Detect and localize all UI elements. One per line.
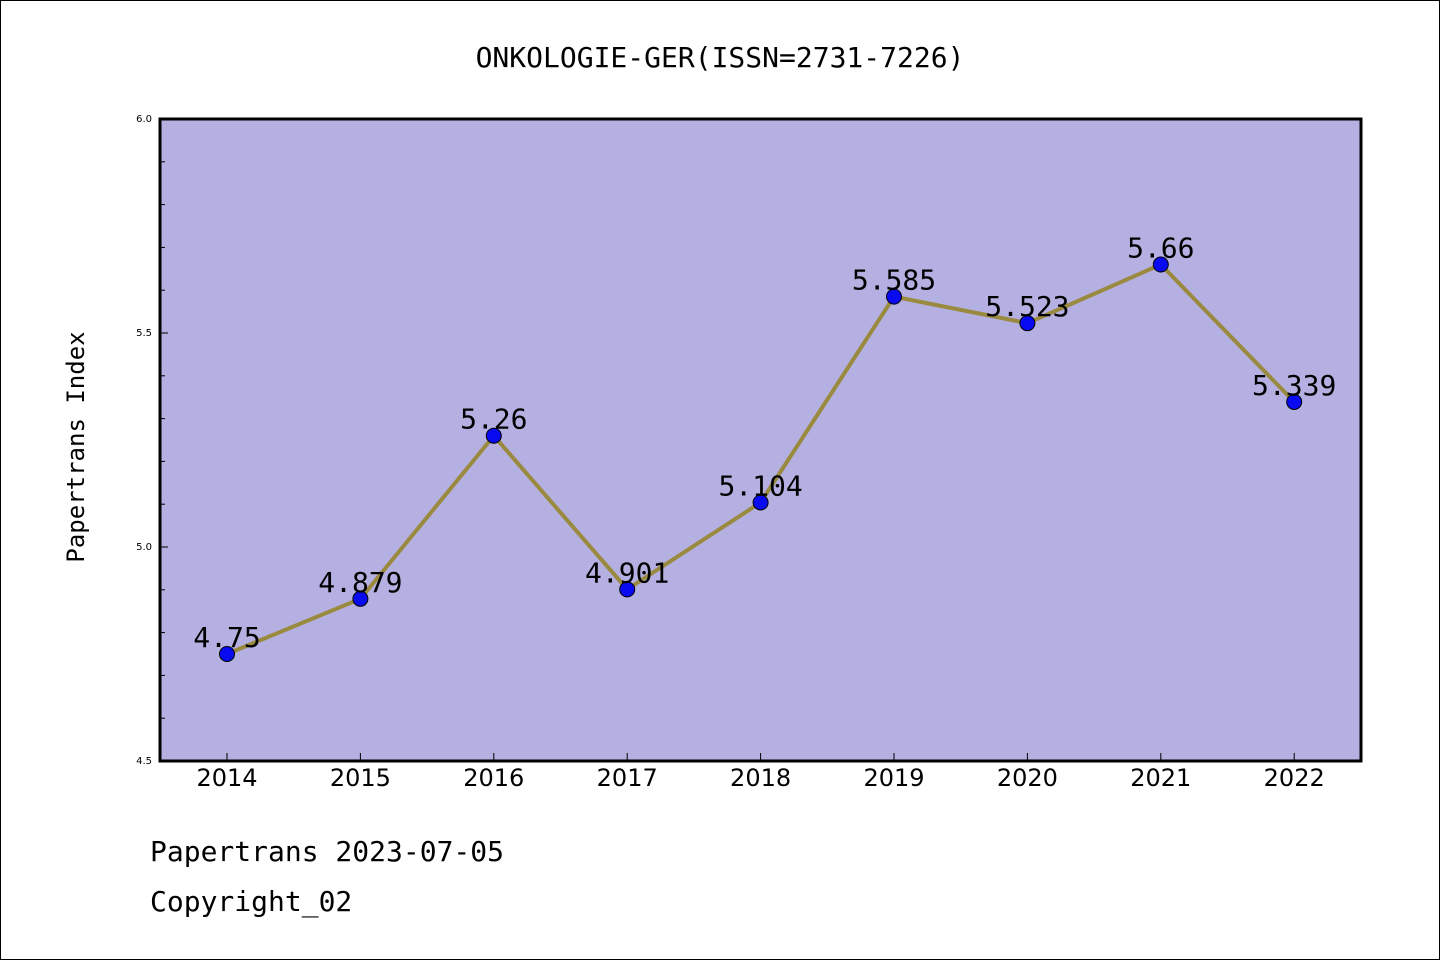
y-tick-label: 5.0 xyxy=(136,542,152,553)
x-tick-label: 2020 xyxy=(997,764,1058,792)
x-tick-label: 2021 xyxy=(1130,764,1191,792)
data-label: 5.339 xyxy=(1252,369,1336,402)
data-point xyxy=(752,494,769,511)
footer-date: Papertrans 2023-07-05 xyxy=(150,835,505,868)
data-point xyxy=(485,427,502,444)
data-label: 4.879 xyxy=(318,566,402,599)
x-tick-label: 2022 xyxy=(1264,764,1325,792)
data-point xyxy=(1019,315,1036,332)
x-axis: 2014 2015 2016 2017 2018 2019 2020 2021 2022 xyxy=(196,753,1325,792)
footer-copyright: Copyright_02 xyxy=(150,885,353,918)
data-point xyxy=(886,288,902,305)
x-tick-label: 2016 xyxy=(463,764,524,792)
x-tick-label: 2015 xyxy=(330,764,391,792)
data-label: 5.523 xyxy=(985,290,1069,323)
x-tick-label: 2019 xyxy=(863,764,924,792)
series-line-group: 4.75 4.879 5.26 4.901 5.104 5.585 5.523 5.66 5.3… xyxy=(193,232,1336,662)
x-tick-label: 2017 xyxy=(597,764,658,792)
data-label: 5.26 xyxy=(460,403,527,436)
data-point xyxy=(219,646,235,662)
data-point xyxy=(352,590,369,607)
data-point xyxy=(1286,393,1303,410)
data-label: 5.66 xyxy=(1127,232,1194,265)
data-label: 4.75 xyxy=(193,621,260,654)
data-point xyxy=(1152,256,1169,273)
data-point xyxy=(619,581,636,598)
x-tick-label: 2014 xyxy=(196,764,257,792)
plot-area xyxy=(160,119,1361,761)
y-tick-label: 4.5 xyxy=(136,756,152,767)
y-tick-label: 6.0 xyxy=(136,114,152,125)
plot-border xyxy=(158,117,1363,763)
y-axis-label: Papertrans Index xyxy=(62,331,90,562)
x-tick-label: 2018 xyxy=(730,764,791,792)
data-label: 5.104 xyxy=(718,469,802,502)
chart-title: ONKOLOGIE-GER(ISSN=2731-7226) xyxy=(476,41,965,74)
data-label: 4.901 xyxy=(585,556,669,589)
data-label: 5.585 xyxy=(852,264,936,297)
y-tick-label: 5.5 xyxy=(136,328,152,339)
